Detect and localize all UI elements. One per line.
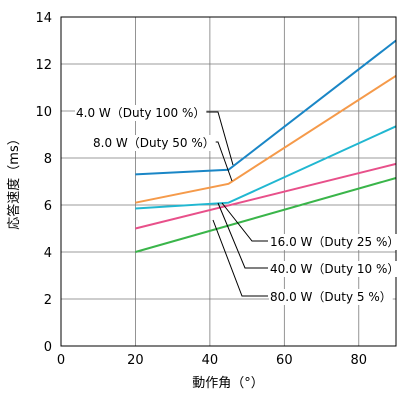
y-tick-label: 8	[44, 152, 52, 167]
y-tick-label: 4	[44, 246, 52, 261]
y-tick-label: 10	[35, 105, 52, 120]
series-label-4: 40.0 W（Duty 10 %）	[270, 262, 399, 276]
x-tick-label: 80	[351, 353, 368, 368]
tick-labels: 0 20 40 60 80 0 2 4 6 8 10 12 14	[35, 11, 367, 368]
series-label-bg-3	[269, 234, 401, 250]
x-tick-label: 40	[202, 353, 219, 368]
series-label-bg-5	[269, 289, 393, 305]
annotation-leader-1	[206, 111, 234, 166]
series-label-2: 8.0 W（Duty 50 %）	[93, 136, 215, 150]
series-lines	[135, 39, 397, 253]
series-label-1: 4.0 W（Duty 100 %）	[76, 106, 205, 120]
y-axis-title: 応答速度（ms）	[6, 132, 22, 229]
series-label-bg-1	[75, 105, 207, 121]
series-line-3	[135, 125, 397, 210]
series-label-bg-4	[269, 261, 401, 277]
series-line-5	[135, 177, 397, 253]
y-tick-label: 6	[44, 199, 52, 214]
y-tick-label: 2	[44, 293, 52, 308]
annotation-leader-3	[221, 202, 268, 242]
y-tick-label: 12	[35, 58, 52, 73]
y-tick-label: 14	[35, 11, 52, 26]
plot-frame	[60, 16, 397, 347]
y-tick-label: 0	[44, 340, 52, 355]
series-annotations: 4.0 W（Duty 100 %） 8.0 W（Duty 50 %） 16.0 W（…	[75, 105, 401, 305]
series-line-4	[135, 162, 397, 230]
x-tick-label: 0	[57, 353, 65, 368]
x-tick-label: 60	[276, 353, 293, 368]
grid-lines	[61, 17, 396, 346]
x-axis-title: 動作角（°）	[192, 376, 264, 391]
series-label-bg-2	[92, 135, 216, 151]
series-label-3: 16.0 W（Duty 25 %）	[270, 235, 399, 249]
series-label-5: 80.0 W（Duty 5 %）	[270, 290, 392, 304]
series-line-2	[135, 74, 397, 204]
annotation-leader-5	[212, 219, 268, 297]
annotation-leader-4	[217, 202, 268, 269]
x-tick-label: 20	[127, 353, 144, 368]
